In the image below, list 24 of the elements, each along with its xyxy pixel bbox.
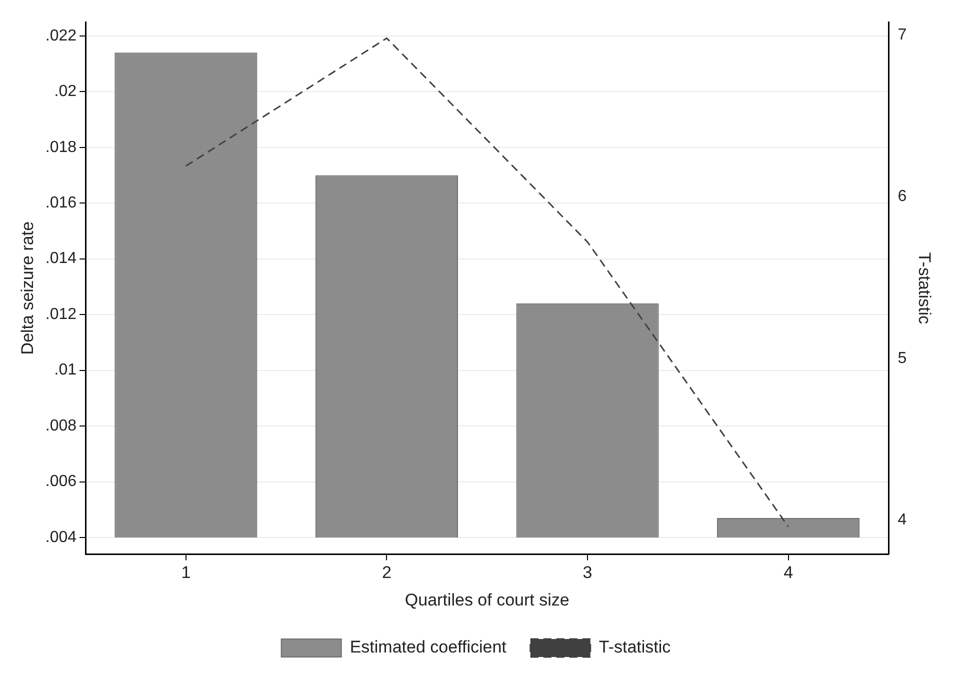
y-tick-label: .012 bbox=[45, 306, 77, 323]
x-axis-title: Quartiles of court size bbox=[404, 590, 570, 610]
x-tick-label: 1 bbox=[181, 563, 191, 582]
y2-axis-title: T-statistic bbox=[915, 252, 934, 324]
legend-label: T-statistic bbox=[598, 638, 672, 657]
y-axis-title: Delta seizure rate bbox=[18, 221, 37, 355]
y-tick-label: .006 bbox=[45, 473, 77, 490]
y-tick-label: .022 bbox=[45, 27, 77, 44]
y-tick-label: .01 bbox=[54, 362, 77, 379]
y-tick-label: .008 bbox=[45, 417, 77, 434]
y-tick-label: .018 bbox=[45, 138, 77, 156]
legend-label: Estimated coefficient bbox=[350, 638, 507, 657]
x-tick-label: 2 bbox=[382, 563, 392, 582]
y-tick-label: .016 bbox=[45, 194, 77, 212]
y-tick-label: .014 bbox=[45, 250, 77, 268]
y-tick-label: .02 bbox=[54, 83, 77, 100]
y2-tick-label: 6 bbox=[898, 188, 907, 206]
y2-tick-label: 4 bbox=[898, 512, 907, 529]
y-tick-label: .004 bbox=[45, 528, 77, 546]
x-tick-label: 3 bbox=[582, 563, 592, 582]
y2-tick-label: 7 bbox=[898, 26, 907, 44]
y2-tick-label: 5 bbox=[898, 350, 907, 367]
x-tick-label: 4 bbox=[784, 563, 794, 582]
line-series bbox=[185, 37, 790, 528]
